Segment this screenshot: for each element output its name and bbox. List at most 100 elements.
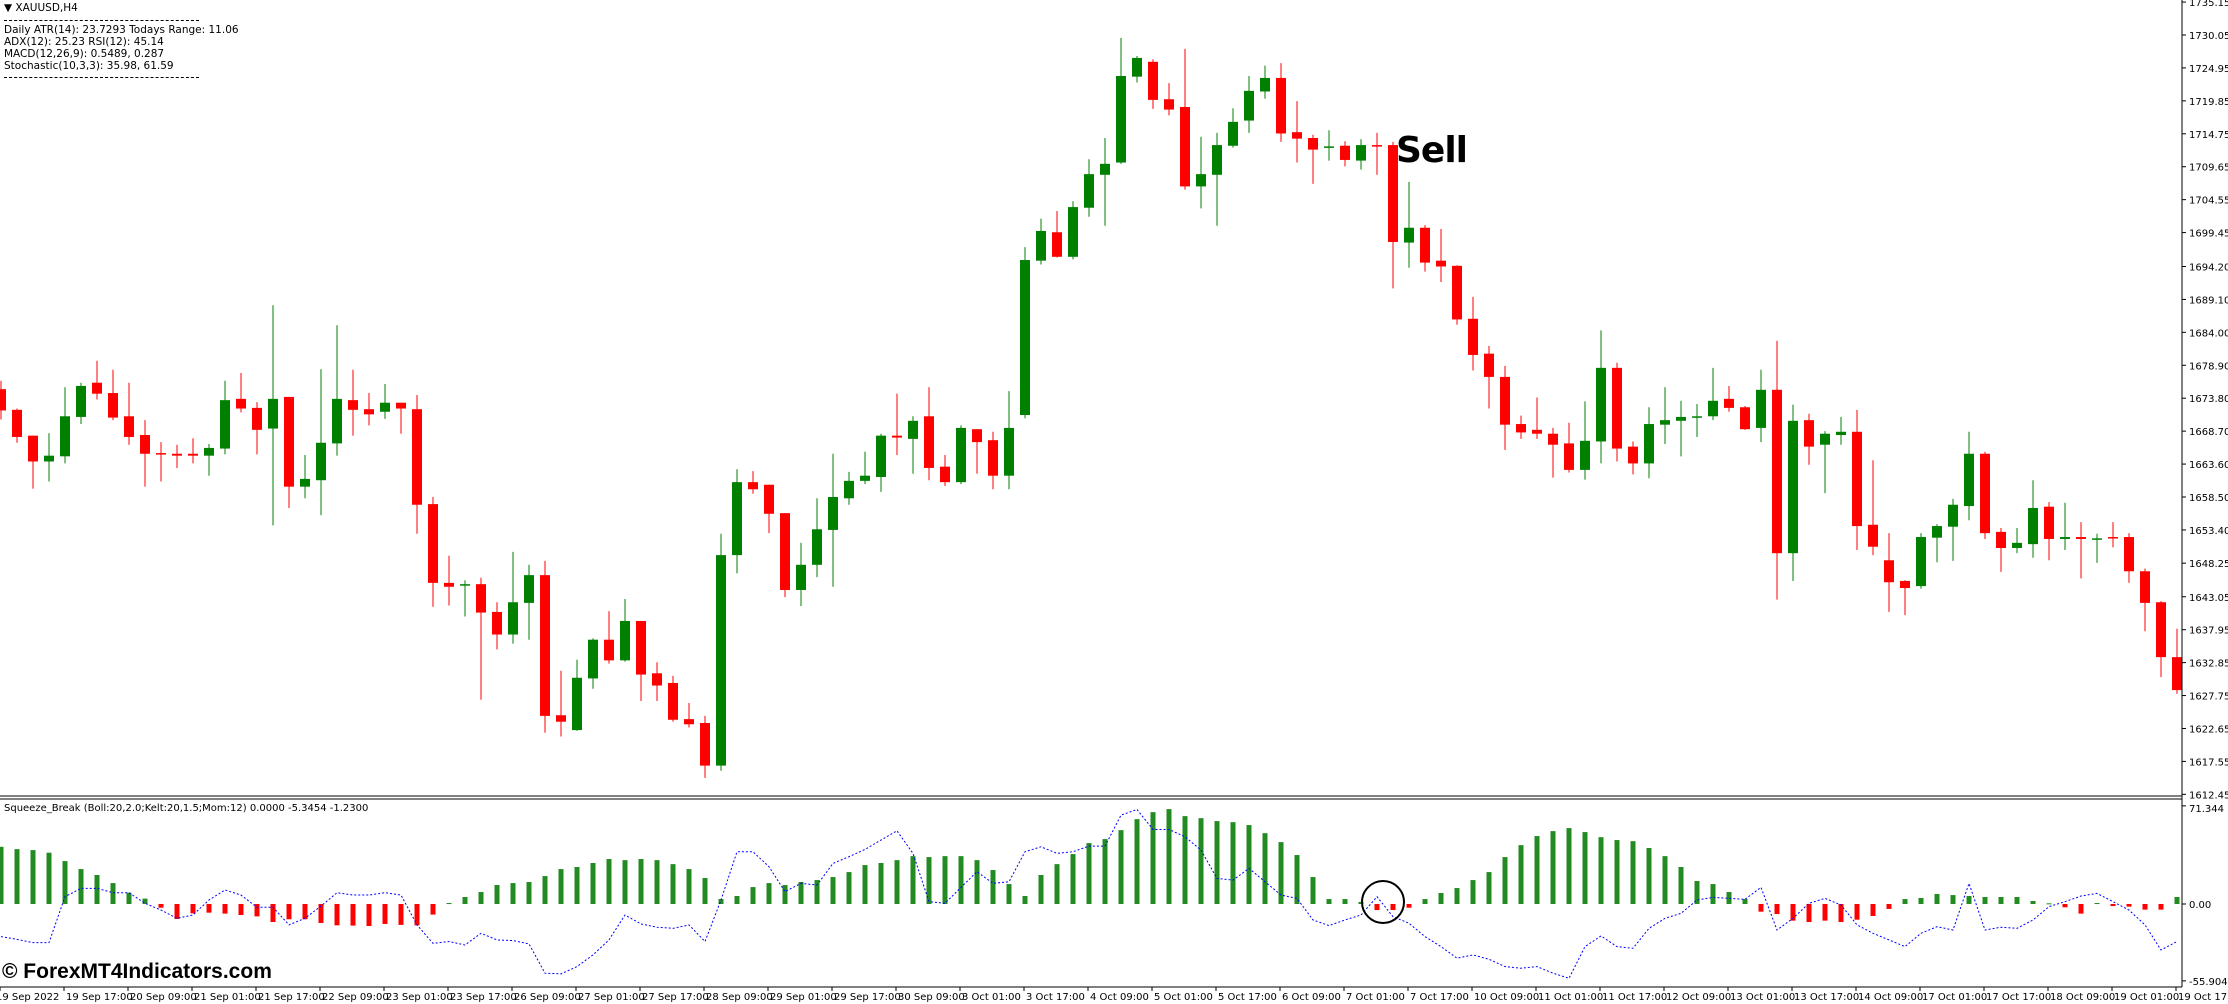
histogram-bar: [238, 904, 244, 916]
candle: [236, 373, 246, 413]
candle-body: [460, 584, 470, 586]
candle: [268, 305, 278, 526]
candle: [1980, 451, 1990, 539]
histogram-bar: [1694, 881, 1700, 904]
candle-body: [284, 396, 294, 487]
candle-body: [1116, 76, 1126, 163]
candle-body: [988, 440, 998, 476]
histogram-bar: [894, 860, 900, 904]
candle-body: [396, 402, 406, 409]
price-label: 1643.05: [2189, 593, 2228, 604]
histogram-bar: [1566, 828, 1572, 904]
price-pane[interactable]: [0, 37, 2182, 778]
price-label: 1627.75: [2189, 692, 2228, 703]
sell-annotation: Sell: [1396, 130, 1468, 171]
candle: [780, 513, 790, 598]
candle: [940, 455, 950, 487]
candle: [844, 471, 854, 505]
time-label: 28 Sep 09:00: [706, 992, 773, 1003]
price-label: 1648.25: [2189, 559, 2228, 570]
candle: [1836, 416, 1846, 445]
candle-body: [428, 504, 438, 583]
histogram-bar: [0, 846, 4, 904]
price-label: 1735.15: [2189, 0, 2228, 9]
histogram-bar: [1886, 904, 1892, 909]
candle-body: [316, 442, 326, 481]
momentum-line: [0, 808, 2178, 979]
candle-body: [1580, 440, 1590, 470]
candle-body: [1612, 367, 1622, 449]
candle-body: [348, 400, 358, 410]
candle: [1660, 387, 1670, 445]
histogram-bar: [1262, 833, 1268, 904]
histogram-bar: [1198, 818, 1204, 904]
histogram-bar: [1662, 856, 1668, 904]
symbol-title[interactable]: ▼ XAUUSD,H4: [4, 2, 78, 14]
histogram-bar: [1710, 884, 1716, 904]
price-label: 1724.95: [2189, 64, 2228, 75]
candle-body: [1324, 146, 1334, 148]
candle: [284, 396, 294, 508]
candle: [588, 638, 598, 689]
candle-body: [188, 453, 198, 456]
candle-body: [268, 398, 278, 429]
price-label: 1637.95: [2189, 626, 2228, 637]
candle-body: [1196, 174, 1206, 187]
histogram-bar: [2158, 904, 2164, 910]
histogram-bar: [1086, 843, 1092, 904]
candle-body: [748, 482, 758, 490]
histogram-bar: [1646, 848, 1652, 904]
histogram-bar: [702, 878, 708, 904]
histogram-bar: [270, 904, 276, 923]
candle: [172, 444, 182, 468]
candle: [1084, 159, 1094, 217]
histogram-bar: [926, 857, 932, 904]
candle: [812, 498, 822, 578]
candle: [892, 393, 902, 456]
candle-body: [12, 409, 22, 437]
candle-body: [60, 416, 70, 457]
histogram-bar: [1550, 831, 1556, 904]
candle-body: [908, 420, 918, 439]
indicator-axis-label: 71.344: [2189, 804, 2224, 815]
candle-body: [716, 555, 726, 766]
candle: [2092, 533, 2102, 563]
collapse-triangle-icon[interactable]: ▼: [4, 2, 13, 14]
price-label: 1699.45: [2189, 229, 2228, 240]
candle-body: [444, 582, 454, 587]
candle-body: [1292, 132, 1302, 139]
candle: [108, 369, 118, 421]
candle-body: [588, 639, 598, 679]
candle: [348, 369, 358, 436]
histogram-bar: [1598, 837, 1604, 904]
candle: [620, 599, 630, 662]
candle-body: [476, 584, 486, 613]
candle: [572, 659, 582, 731]
time-label: 20 Sep 09:00: [130, 992, 197, 1003]
indicator-pane[interactable]: [0, 808, 2180, 979]
candle-body: [1564, 443, 1574, 470]
candle: [1692, 404, 1702, 437]
time-label: 12 Oct 09:00: [1666, 992, 1731, 1003]
candle-body: [1084, 174, 1094, 208]
candle: [1052, 210, 1062, 258]
candle-body: [1484, 353, 1494, 377]
histogram-bar: [1758, 904, 1764, 912]
histogram-bar: [1214, 821, 1220, 904]
histogram-bar: [2078, 904, 2084, 914]
candle: [1356, 139, 1366, 170]
candle-body: [1804, 420, 1814, 447]
price-label: 1730.05: [2189, 31, 2228, 42]
candle-body: [1676, 416, 1686, 421]
candle: [1500, 365, 1510, 450]
candle: [1724, 385, 1734, 412]
candle-body: [2012, 542, 2022, 549]
candle: [1292, 101, 1302, 163]
indicator-axis-label: -55.904: [2189, 977, 2228, 988]
candle-body: [764, 484, 774, 514]
histogram-bar: [574, 867, 580, 904]
time-label: 7 Oct 01:00: [1346, 992, 1405, 1003]
histogram-bar: [942, 856, 948, 904]
candle: [1756, 369, 1766, 443]
